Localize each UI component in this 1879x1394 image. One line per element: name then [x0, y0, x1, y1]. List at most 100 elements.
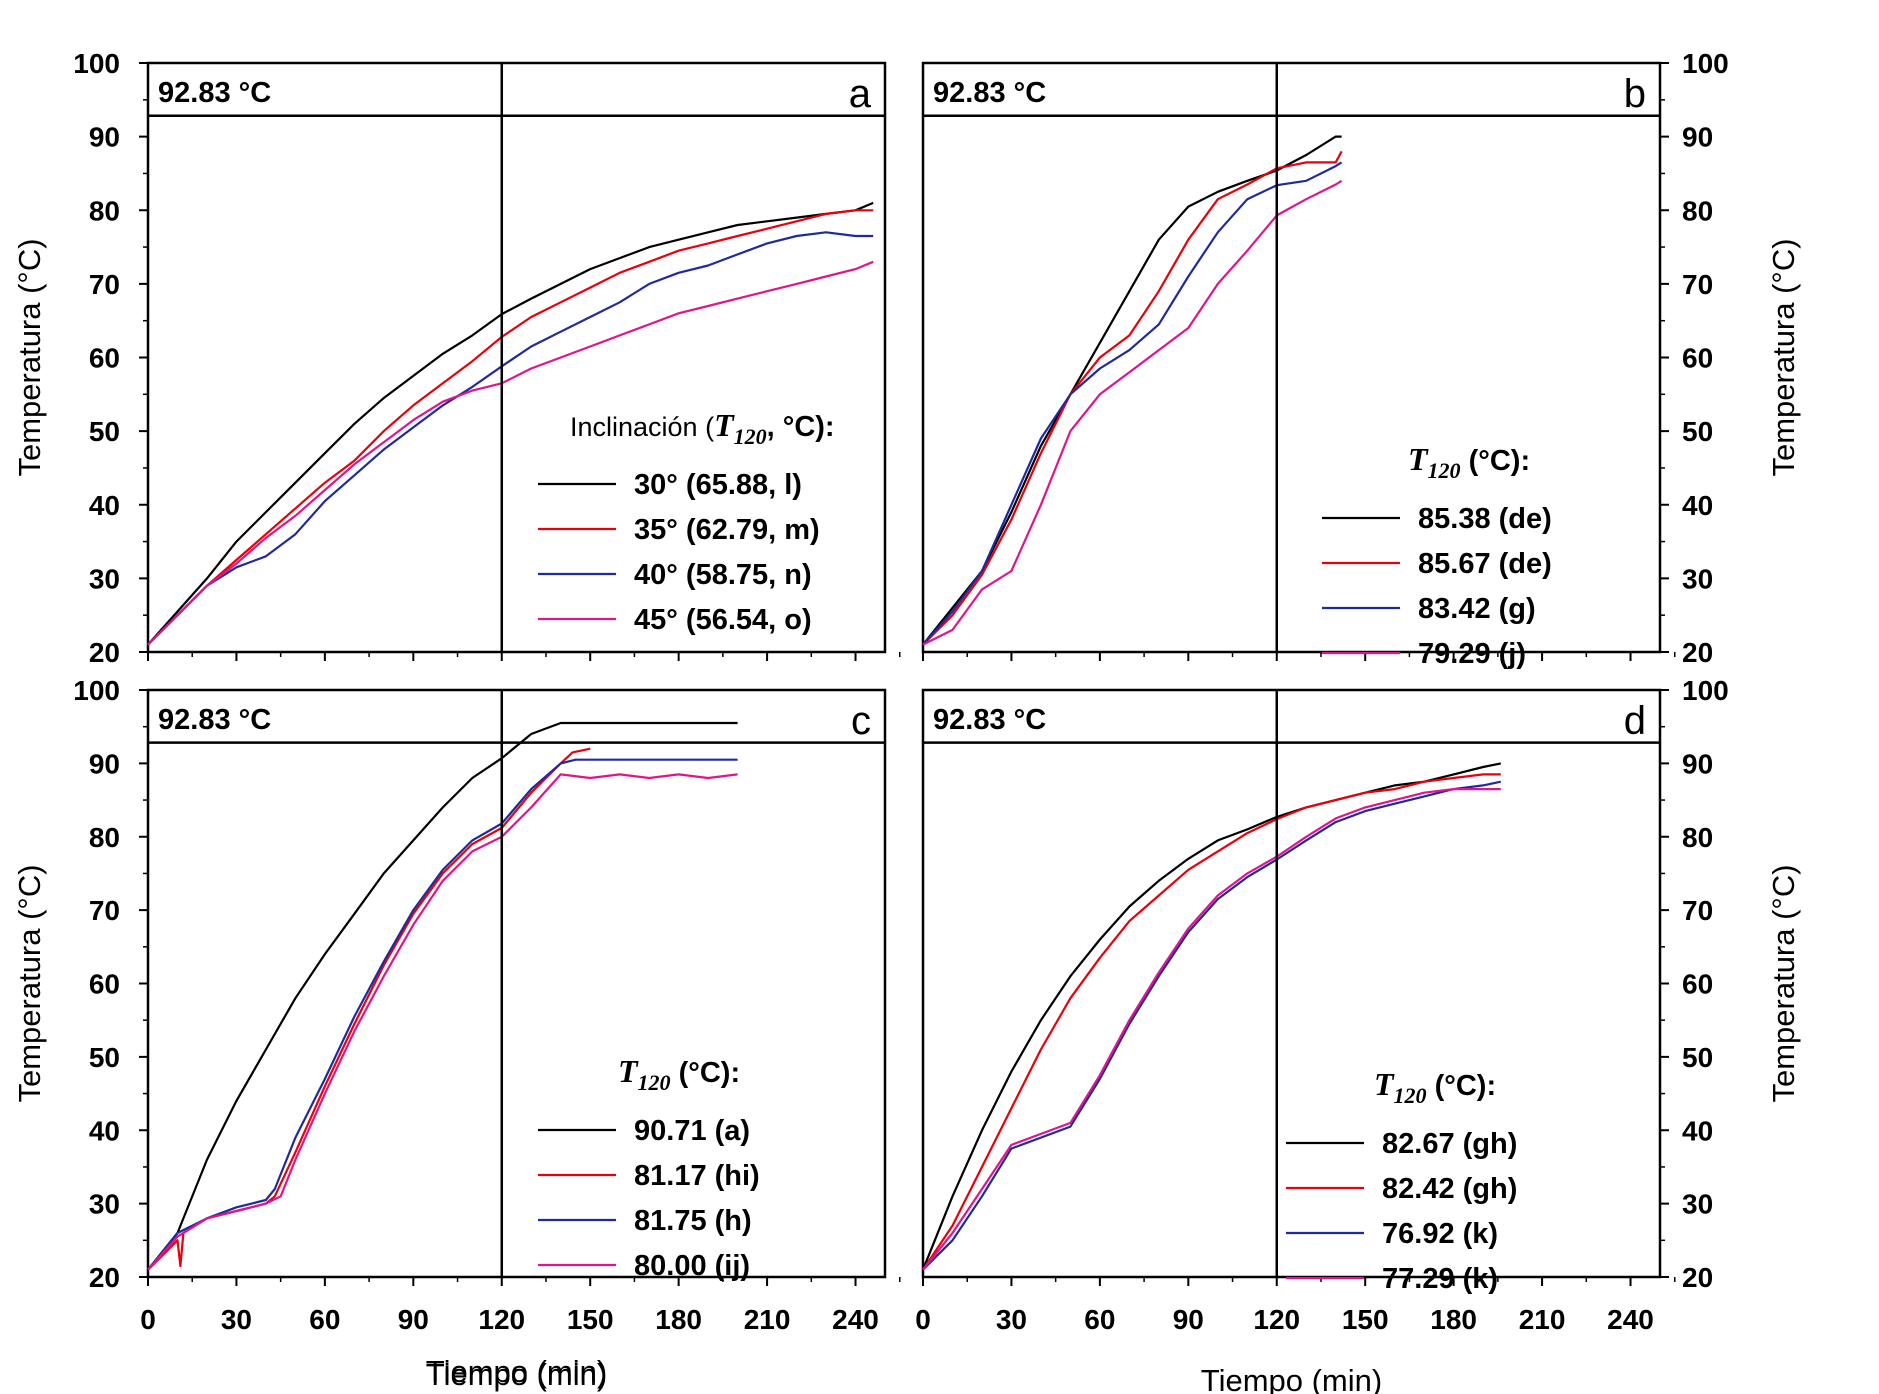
panel-b: 20 30 40 50 60 70 80 90 100 92.83 °C b Temperatu… — [921, 48, 1801, 670]
legend-title-variable: T — [1408, 441, 1429, 477]
legend-title-variable: T — [618, 1053, 639, 1089]
reference-label: 92.83 °C — [158, 704, 271, 736]
x-tick-label: 90 — [398, 1304, 429, 1335]
panel-label: a — [849, 72, 872, 116]
legend-entry-1: 90.71 (a) — [634, 1115, 750, 1147]
y-tick-label: 90 — [1682, 748, 1713, 779]
legend-entry-4: 77.29 (k) — [1382, 1263, 1498, 1295]
y-tick-label: 30 — [1682, 1189, 1713, 1220]
y-tick-label: 60 — [89, 343, 120, 374]
legend-entry-2: 82.42 (gh) — [1382, 1173, 1517, 1205]
y-tick-label: 40 — [89, 1115, 120, 1146]
legend-title: Inclinación (T120, °C): — [570, 407, 835, 449]
series-line-1 — [921, 762, 1502, 1271]
legend-title-variable: T — [1374, 1066, 1395, 1102]
legend-title-suffix: (°C): — [1427, 1070, 1497, 1102]
x-tick-label: 180 — [1430, 1304, 1477, 1335]
legend-title-subscript: 120 — [734, 424, 767, 449]
series-line-3 — [147, 758, 738, 1271]
y-tick-label: 50 — [1682, 1042, 1713, 1073]
y-tick-label: 60 — [1682, 969, 1713, 1000]
series-line-3 — [922, 161, 1343, 646]
panel-d: 20 30 40 50 60 70 80 90 100 0 30 60 90 120 150 180 210 2… — [915, 675, 1801, 1394]
legend-title: T120 (°C): — [1374, 1066, 1496, 1108]
y-axis-label: Temperatura (°C) — [1766, 238, 1801, 476]
reference-label: 92.83 °C — [158, 77, 271, 109]
legend-entry-2: 81.17 (hi) — [634, 1160, 760, 1192]
y-axis-label: Temperatura (°C) — [12, 238, 47, 476]
x-tick-label: 60 — [1084, 1304, 1115, 1335]
y-tick-label: 80 — [89, 195, 120, 226]
panel-c: 20 30 40 50 60 70 80 90 100 0 30 60 90 120 150 180 210 2… — [12, 675, 901, 1392]
legend-entry-3: 40° (58.75, n) — [634, 559, 812, 591]
y-tick-label: 100 — [73, 48, 120, 79]
x-axis-label: Tiempo (min) — [426, 1357, 607, 1392]
legend-title-suffix: , °C): — [767, 411, 835, 443]
x-tick-label: 30 — [221, 1304, 252, 1335]
y-tick-label: 20 — [1682, 1262, 1713, 1293]
legend-title: T120 (°C): — [618, 1053, 740, 1095]
panel-label: b — [1624, 72, 1646, 116]
y-tick-label: 50 — [1682, 416, 1713, 447]
x-tick-label: 150 — [567, 1304, 614, 1335]
legend-title-subscript: 120 — [1428, 458, 1461, 483]
legend-entry-1: 82.67 (gh) — [1382, 1128, 1517, 1160]
series-line-2 — [922, 150, 1343, 646]
y-tick-label: 20 — [89, 637, 120, 668]
x-tick-label: 0 — [140, 1304, 156, 1335]
x-tick-label: 240 — [832, 1304, 879, 1335]
legend: T120 (°C): 82.67 (gh) 82.42 (gh) 76.92 (k) 7… — [1286, 1066, 1517, 1295]
x-axis-label: Tiempo (min) — [426, 1354, 607, 1389]
legend-entry-4: 45° (56.54, o) — [634, 604, 812, 636]
x-tick-label: 210 — [744, 1304, 791, 1335]
x-tick-label: 60 — [309, 1304, 340, 1335]
y-tick-label: 60 — [1682, 343, 1713, 374]
y-tick-label: 90 — [89, 748, 120, 779]
series-line-2 — [922, 773, 1501, 1271]
legend-entry-3: 76.92 (k) — [1382, 1218, 1498, 1250]
y-tick-label: 70 — [1682, 269, 1713, 300]
legend-title-subscript: 120 — [1394, 1083, 1427, 1108]
y-tick-label: 40 — [1682, 490, 1713, 521]
legend-title-variable: T — [714, 407, 735, 443]
legend-title-suffix: (°C): — [671, 1057, 741, 1089]
legend-title-subscript: 120 — [638, 1070, 671, 1095]
y-tick-label: 90 — [1682, 122, 1713, 153]
legend-entry-2: 85.67 (de) — [1418, 548, 1552, 580]
y-tick-label: 60 — [89, 969, 120, 1000]
series-line-2 — [147, 209, 874, 646]
series-line-3 — [147, 231, 874, 646]
legend-title: T120 (°C): — [1408, 441, 1530, 483]
y-tick-label: 50 — [89, 416, 120, 447]
y-tick-label: 40 — [89, 490, 120, 521]
y-tick-label: 100 — [73, 675, 120, 706]
x-tick-label: 120 — [1253, 1304, 1300, 1335]
y-tick-label: 40 — [1682, 1115, 1713, 1146]
y-tick-label: 80 — [1682, 195, 1713, 226]
reference-label: 92.83 °C — [933, 77, 1046, 109]
y-tick-label: 80 — [1682, 822, 1713, 853]
legend-entry-1: 85.38 (de) — [1418, 503, 1552, 535]
legend: Inclinación (T120, °C): 30° (65.88, l) 35°… — [538, 407, 835, 636]
panel-label: c — [851, 699, 871, 743]
legend: T120 (°C): 90.71 (a) 81.17 (hi) 81.75 (h) 80… — [538, 1053, 760, 1282]
y-tick-label: 70 — [89, 895, 120, 926]
legend-entry-4: 79.29 (j) — [1418, 638, 1526, 670]
y-tick-label: 20 — [1682, 637, 1713, 668]
x-tick-label: 180 — [655, 1304, 702, 1335]
legend: T120 (°C): 85.38 (de) 85.67 (de) 83.42 (g) 7… — [1322, 441, 1552, 670]
x-tick-label: 90 — [1173, 1304, 1204, 1335]
series-line-4 — [147, 260, 874, 646]
legend-entry-3: 83.42 (g) — [1418, 593, 1536, 625]
y-tick-label: 70 — [89, 269, 120, 300]
series-line-4 — [922, 179, 1343, 646]
y-tick-label: 100 — [1682, 48, 1729, 79]
x-tick-label: 30 — [996, 1304, 1027, 1335]
legend-entry-2: 35° (62.79, m) — [634, 514, 820, 546]
x-tick-label: 240 — [1607, 1304, 1654, 1335]
series-line-1 — [922, 135, 1342, 646]
legend-entry-3: 81.75 (h) — [634, 1205, 752, 1237]
panel-label: d — [1624, 699, 1646, 743]
legend-title-suffix: (°C): — [1461, 445, 1531, 477]
